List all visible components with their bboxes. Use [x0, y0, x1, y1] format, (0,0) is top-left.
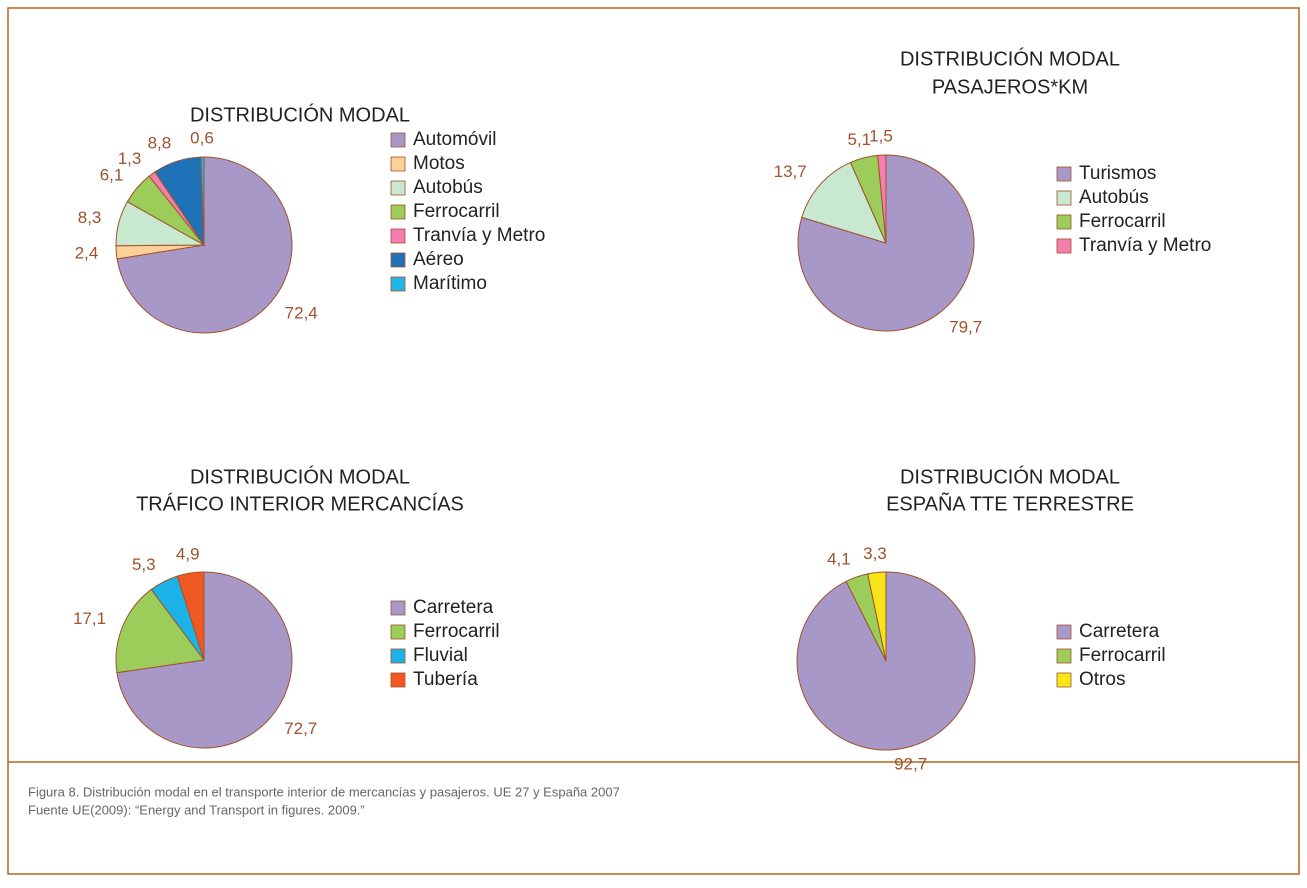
- frame: [7, 7, 1300, 875]
- pie-slice: [200, 156, 205, 246]
- value-label: 1,3: [118, 149, 142, 168]
- value-label: 8,3: [78, 208, 102, 227]
- legend-label: Turismos: [1079, 163, 1156, 184]
- legend-label: Tranvía y Metro: [413, 225, 545, 246]
- chart-title: PASAJEROS*KM: [932, 76, 1088, 98]
- legend-label: Ferrocarril: [1079, 645, 1166, 666]
- legend-label: Automóvil: [413, 129, 496, 150]
- value-label: 72,4: [285, 303, 318, 322]
- legend-swatch: [390, 180, 406, 196]
- pie-slice: [801, 161, 887, 244]
- caption: Fuente UE(2009): “Energy and Transport i…: [28, 802, 365, 817]
- legend-label: Motos: [413, 153, 465, 174]
- chart-title: DISTRIBUCIÓN MODAL: [900, 465, 1120, 488]
- legend-swatch: [1056, 238, 1072, 254]
- legend-swatch: [390, 252, 406, 268]
- chart-title: DISTRIBUCIÓN MODAL: [900, 47, 1120, 70]
- value-label: 72,7: [284, 719, 317, 738]
- legend-label: Tranvía y Metro: [1079, 235, 1211, 256]
- legend-swatch: [1056, 672, 1072, 688]
- legend-swatch: [390, 672, 406, 688]
- legend-label: Fluvial: [413, 645, 468, 666]
- value-label: 8,8: [148, 134, 172, 153]
- legend-swatch: [1056, 166, 1072, 182]
- legend-swatch: [390, 204, 406, 220]
- legend-swatch: [390, 228, 406, 244]
- value-label: 0,6: [190, 129, 214, 148]
- value-label: 2,4: [75, 243, 99, 262]
- caption: Figura 8. Distribución modal en el trans…: [28, 784, 620, 799]
- legend-swatch: [390, 624, 406, 640]
- legend-label: Ferrocarril: [413, 621, 500, 642]
- legend-label: Ferrocarril: [1079, 211, 1166, 232]
- legend-swatch: [1056, 648, 1072, 664]
- pie-slice: [176, 571, 205, 661]
- chart-title: DISTRIBUCIÓN MODAL: [190, 103, 410, 126]
- legend-swatch: [390, 156, 406, 172]
- chart-title: TRÁFICO INTERIOR MERCANCÍAS: [136, 492, 464, 515]
- value-label: 92,7: [894, 755, 927, 774]
- value-label: 17,1: [73, 609, 106, 628]
- pie-slice: [867, 571, 887, 662]
- legend-label: Carretera: [413, 597, 494, 618]
- legend-swatch: [390, 276, 406, 292]
- chart-title: DISTRIBUCIÓN MODAL: [190, 465, 410, 488]
- legend-label: Autobús: [1079, 187, 1149, 208]
- chart-title: ESPAÑA TTE TERRESTRE: [886, 491, 1134, 515]
- pie-slice: [877, 154, 887, 244]
- value-label: 4,1: [827, 549, 851, 568]
- legend-label: Tubería: [413, 669, 478, 690]
- value-label: 5,1: [847, 130, 871, 149]
- value-label: 79,7: [949, 318, 982, 337]
- value-label: 5,3: [132, 555, 156, 574]
- legend-swatch: [390, 600, 406, 616]
- value-label: 1,5: [869, 127, 893, 146]
- legend-swatch: [390, 132, 406, 148]
- legend-label: Otros: [1079, 669, 1125, 690]
- value-label: 3,3: [863, 544, 887, 563]
- value-label: 6,1: [100, 166, 124, 185]
- legend-swatch: [390, 648, 406, 664]
- legend-label: Marítimo: [413, 273, 487, 294]
- legend-label: Autobús: [413, 177, 483, 198]
- value-label: 4,9: [176, 545, 200, 564]
- legend-label: Carretera: [1079, 621, 1160, 642]
- pie-slice: [115, 588, 205, 674]
- legend-swatch: [1056, 624, 1072, 640]
- legend-swatch: [1056, 214, 1072, 230]
- legend-label: Aéreo: [413, 249, 464, 270]
- value-label: 13,7: [774, 162, 807, 181]
- legend-label: Ferrocarril: [413, 201, 500, 222]
- legend-swatch: [1056, 190, 1072, 206]
